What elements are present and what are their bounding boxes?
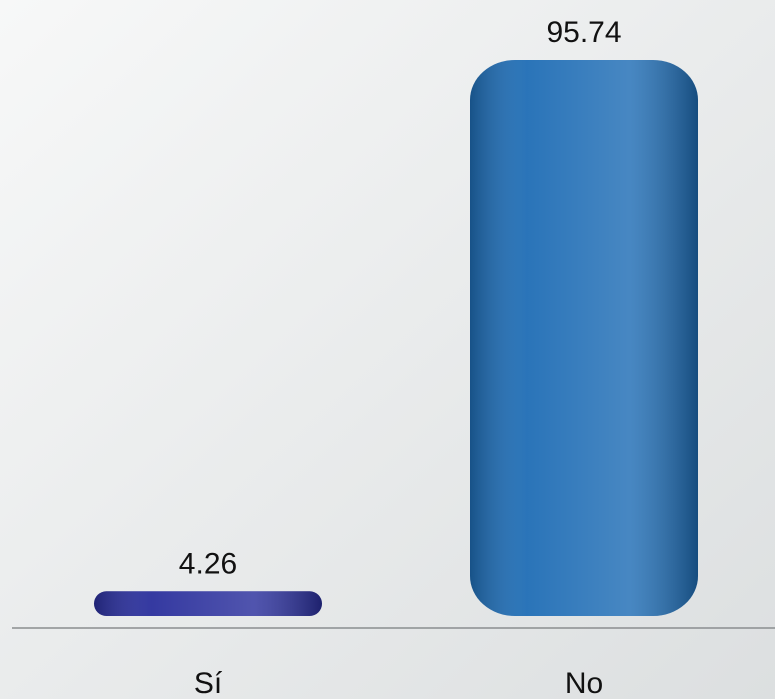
value-label: 95.74 bbox=[546, 16, 621, 49]
x-tick-label: Sí bbox=[194, 667, 223, 699]
bar-shine bbox=[470, 60, 698, 616]
x-tick-label: No bbox=[565, 667, 603, 699]
bar-shine bbox=[94, 591, 322, 616]
value-label: 4.26 bbox=[179, 547, 237, 580]
